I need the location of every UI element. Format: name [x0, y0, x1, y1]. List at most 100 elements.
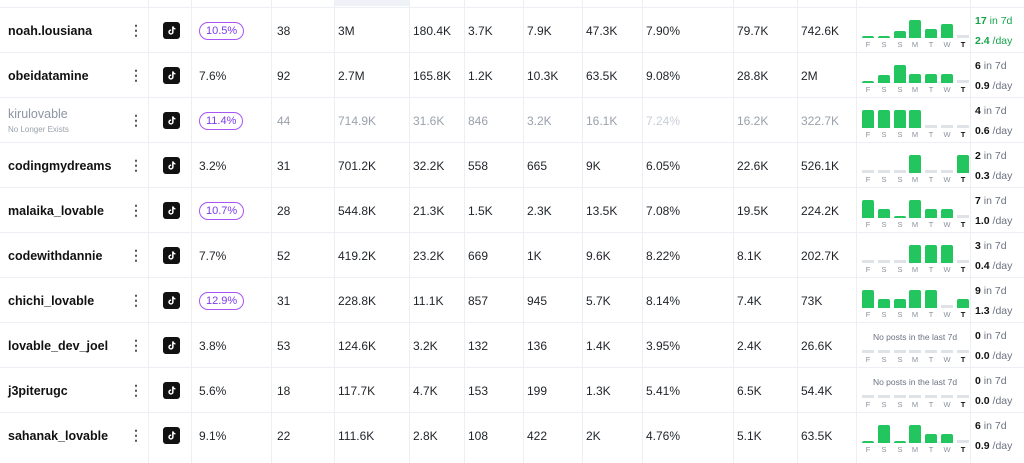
posts-per-day: 0.4 /day — [975, 259, 1012, 273]
posts-rate: 0.4 — [975, 259, 990, 272]
day-label: S — [897, 220, 903, 229]
day-label: T — [960, 445, 966, 454]
likes-value: 2.8K — [413, 428, 438, 443]
day-label: T — [960, 310, 966, 319]
weekly-posts-chart: F S S M T W T No posts in the last 7d — [860, 368, 970, 413]
table-row[interactable]: malaika_lovable ⋮ 10.7% 28 544.8K 21.3K 1.5K 2.… — [0, 187, 1024, 232]
saves-value: 9K — [586, 158, 601, 173]
table-row[interactable]: lovable_dev_joel ⋮ 3.8% 53 124.6K 3.2K 132 136 1… — [0, 322, 1024, 367]
posts-per-day: 2.4 /day — [975, 34, 1012, 48]
creator-name[interactable]: noah.lousiana — [8, 23, 93, 38]
views-value: 419.2K — [338, 248, 377, 263]
views-value: 117.7K — [338, 383, 376, 398]
shares-value: 7.9K — [527, 23, 552, 38]
table-row[interactable]: codewithdannie ⋮ 7.7% 52 419.2K 23.2K 669 1K 9.6… — [0, 232, 1024, 277]
day-bar-empty — [925, 125, 937, 128]
day-label: T — [960, 400, 966, 409]
posts-count-suffix: in 7d — [980, 239, 1007, 252]
creator-name[interactable]: j3piterugc — [8, 383, 68, 398]
avg-value: 2.4K — [737, 338, 762, 353]
table-row[interactable]: codingmydreams ⋮ 3.2% 31 701.2K 32.2K 558 665 9K… — [0, 142, 1024, 187]
day-label: W — [943, 355, 951, 364]
column-divider — [334, 0, 335, 463]
row-menu-icon[interactable]: ⋮ — [129, 247, 143, 263]
day-bar — [909, 200, 921, 218]
posts-count-suffix: in 7d — [980, 194, 1007, 207]
day-label: S — [897, 175, 903, 184]
tiktok-icon — [163, 22, 180, 39]
med-value: 63.5K — [801, 428, 833, 443]
day-bar-empty — [894, 395, 906, 398]
posting-activity-cell: F S S M T W T No posts in the last 7d — [860, 323, 970, 368]
engagement-cell: 7.7% — [199, 233, 269, 278]
creator-name[interactable]: malaika_lovable — [8, 203, 104, 218]
day-label: F — [865, 445, 871, 454]
posts-per-day: 0.0 /day — [975, 394, 1012, 408]
posts-in-7d: 4 in 7d — [975, 104, 1007, 118]
day-label: T — [960, 85, 966, 94]
day-label: S — [897, 40, 903, 49]
row-menu-icon[interactable]: ⋮ — [129, 22, 143, 38]
day-label: M — [911, 220, 919, 229]
day-label: T — [928, 40, 934, 49]
row-menu-icon[interactable]: ⋮ — [129, 427, 143, 443]
posts-value: 53 — [277, 338, 291, 353]
posts-value: 44 — [277, 113, 291, 128]
day-label: S — [881, 355, 887, 364]
row-menu-icon[interactable]: ⋮ — [129, 202, 143, 218]
day-label: T — [928, 130, 934, 139]
comments-value: 1.5K — [468, 203, 493, 218]
likes-value: 23.2K — [413, 248, 445, 263]
table-row[interactable]: chichi_lovable ⋮ 12.9% 31 228.8K 11.1K 857 945 5… — [0, 277, 1024, 322]
day-bar — [878, 209, 890, 218]
creator-name[interactable]: sahanak_lovable — [8, 428, 109, 443]
posts-count-suffix: in 7d — [980, 59, 1007, 72]
table-row[interactable]: obeidatamine ⋮ 7.6% 92 2.7M 165.8K 1.2K 10.3K 63… — [0, 52, 1024, 97]
platform-cell — [163, 188, 181, 233]
day-bar-empty — [878, 350, 890, 353]
avg-value: 22.6K — [737, 158, 769, 173]
posts-count-suffix: in 7d — [980, 329, 1007, 342]
row-menu-icon[interactable]: ⋮ — [129, 292, 143, 308]
engagement-badge: 10.7% — [199, 201, 245, 220]
row-menu-icon[interactable]: ⋮ — [129, 67, 143, 83]
shares-value: 665 — [527, 158, 548, 173]
med-value: 73K — [801, 293, 823, 308]
saves-value: 9.6K — [586, 248, 611, 263]
creator-name[interactable]: kirulovable — [8, 107, 68, 121]
creator-name[interactable]: lovable_dev_joel — [8, 338, 109, 353]
day-label: W — [943, 85, 951, 94]
creator-name[interactable]: codewithdannie — [8, 248, 103, 263]
day-label: S — [897, 130, 903, 139]
creator-name[interactable]: chichi_lovable — [8, 293, 95, 308]
sorted-column-header[interactable] — [334, 0, 409, 6]
row-menu-icon[interactable]: ⋮ — [129, 112, 143, 128]
er-value: 7.24% — [646, 113, 681, 128]
posts-rate-suffix: /day — [989, 214, 1013, 227]
table-row[interactable]: noah.lousiana ⋮ 10.5% 38 3M 180.4K 3.7K 7.9K 47.… — [0, 7, 1024, 52]
creator-name[interactable]: obeidatamine — [8, 68, 89, 83]
row-menu-icon[interactable]: ⋮ — [129, 382, 143, 398]
row-menu-icon[interactable]: ⋮ — [129, 337, 143, 353]
creator-name[interactable]: codingmydreams — [8, 158, 112, 173]
er-value: 3.95% — [646, 338, 681, 353]
table-row[interactable]: sahanak_lovable ⋮ 9.1% 22 111.6K 2.8K 108 422 2K… — [0, 412, 1024, 457]
day-label: W — [943, 310, 951, 319]
day-label: M — [911, 355, 919, 364]
column-divider — [642, 0, 643, 463]
day-bar — [894, 441, 906, 443]
day-bar — [894, 216, 906, 218]
table-row[interactable]: kirulovable No Longer Exists ⋮ 11.4% 44 714.9… — [0, 97, 1024, 142]
shares-value: 10.3K — [527, 68, 559, 83]
day-bar-empty — [957, 35, 969, 38]
day-label: F — [865, 220, 871, 229]
day-label: T — [928, 445, 934, 454]
day-bar — [925, 209, 937, 218]
table-row[interactable]: j3piterugc ⋮ 5.6% 18 117.7K 4.7K 153 199 1.3K 5.4… — [0, 367, 1024, 412]
row-menu-icon[interactable]: ⋮ — [129, 157, 143, 173]
day-bar-empty — [941, 125, 953, 128]
creator-name-cell: codewithdannie — [8, 233, 128, 278]
